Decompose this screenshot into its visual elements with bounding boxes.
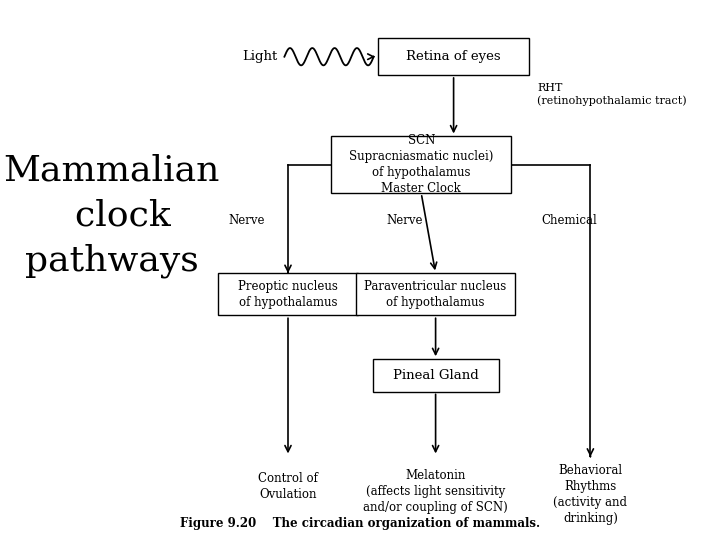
FancyBboxPatch shape [331, 137, 511, 193]
Text: Nerve: Nerve [387, 214, 423, 227]
Text: Paraventricular nucleus
of hypothalamus: Paraventricular nucleus of hypothalamus [364, 280, 507, 309]
Text: Melatonin
(affects light sensitivity
and/or coupling of SCN): Melatonin (affects light sensitivity and… [363, 469, 508, 514]
Text: Pineal Gland: Pineal Gland [392, 369, 479, 382]
Text: Mammalian
  clock
pathways: Mammalian clock pathways [4, 154, 220, 278]
Text: Behavioral
Rhythms
(activity and
drinking): Behavioral Rhythms (activity and drinkin… [554, 464, 627, 524]
Text: SCN
Supracniasmatic nuclei)
of hypothalamus
Master Clock: SCN Supracniasmatic nuclei) of hypothala… [349, 134, 493, 195]
FancyBboxPatch shape [217, 273, 359, 315]
Text: Nerve: Nerve [229, 214, 265, 227]
Text: Light: Light [242, 50, 277, 63]
Text: Preoptic nucleus
of hypothalamus: Preoptic nucleus of hypothalamus [238, 280, 338, 309]
Text: Chemical: Chemical [541, 214, 597, 227]
Text: RHT
(retinohypothalamic tract): RHT (retinohypothalamic tract) [537, 83, 687, 106]
Text: Retina of eyes: Retina of eyes [406, 50, 501, 63]
Text: Control of
Ovulation: Control of Ovulation [258, 471, 318, 501]
FancyBboxPatch shape [373, 359, 498, 392]
FancyBboxPatch shape [356, 273, 515, 315]
FancyBboxPatch shape [378, 38, 529, 75]
Text: Figure 9.20    The circadian organization of mammals.: Figure 9.20 The circadian organization o… [180, 517, 540, 530]
